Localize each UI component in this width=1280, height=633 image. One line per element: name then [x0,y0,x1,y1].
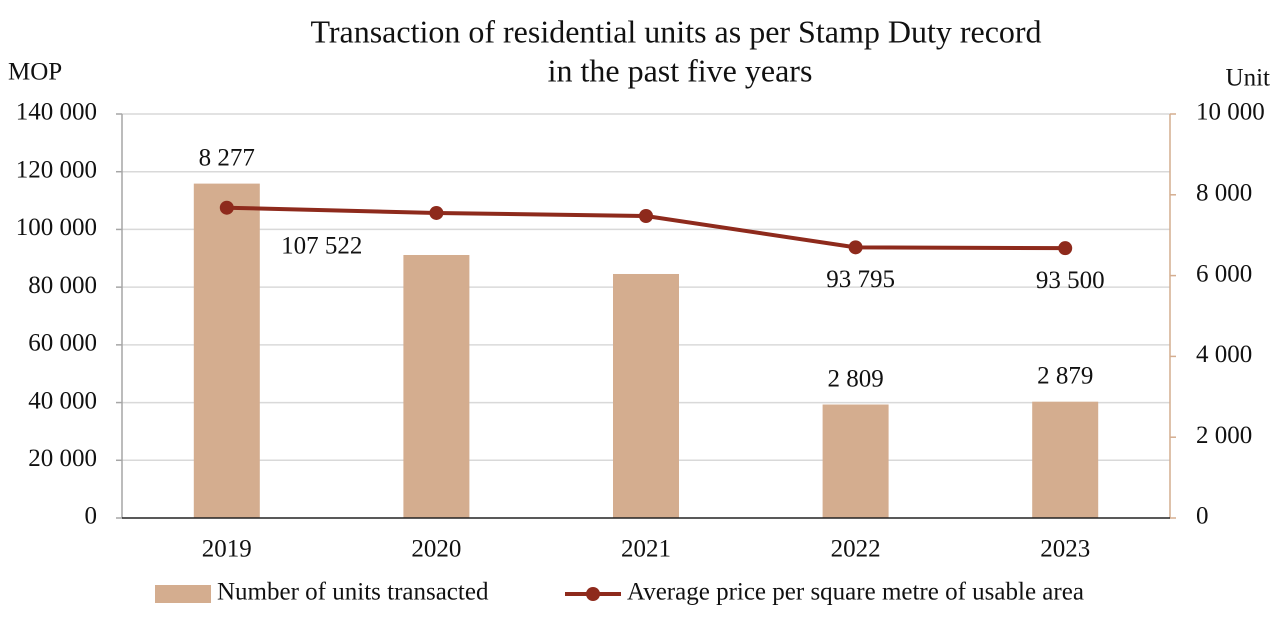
y2-tick-label: 4 000 [1196,341,1252,368]
bar [403,254,470,518]
bar [822,404,889,518]
chart-title: in the past five years [548,52,813,88]
x-tick-label: 2021 [621,536,671,563]
y2-tick-label: 0 [1196,503,1209,530]
line-point [848,240,863,255]
line-point [1058,241,1073,256]
y-tick-label: 60 000 [28,330,97,357]
value-label: 93 795 [826,266,895,293]
y2-tick-label: 8 000 [1196,180,1252,207]
legend-label: Average price per square metre of usable… [627,579,1084,606]
y-tick-label: 100 000 [16,214,97,241]
y2-tick-label: 6 000 [1196,260,1252,287]
line-point [219,200,234,215]
value-label: 93 500 [1036,267,1105,294]
y2-tick-label: 10 000 [1196,99,1265,126]
y-tick-label: 40 000 [28,387,97,414]
y-axis-label: MOP [8,59,62,86]
bar [193,183,260,519]
x-tick-label: 2020 [411,536,461,563]
legend-label: Number of units transacted [217,579,489,606]
value-label: 8 277 [199,144,255,171]
line-point [429,205,444,220]
value-label: 2 879 [1037,362,1093,389]
y2-axis-label: Unit [1226,65,1271,92]
chart-title: Transaction of residential units as per … [310,13,1041,49]
y-tick-label: 80 000 [28,272,97,299]
y-tick-label: 120 000 [16,156,97,183]
legend-swatch [586,587,600,601]
x-tick-label: 2022 [831,536,881,563]
legend-swatch [155,585,211,603]
bar [613,273,679,518]
y-tick-label: 20 000 [28,445,97,472]
x-tick-label: 2019 [202,536,252,563]
y-tick-label: 0 [85,503,98,530]
value-label: 2 809 [827,365,883,392]
line-point [639,209,653,224]
x-tick-label: 2023 [1040,536,1090,563]
value-label: 107 522 [281,232,362,259]
y2-tick-label: 2 000 [1196,422,1252,449]
y-tick-label: 140 000 [16,99,97,126]
bar [1032,401,1099,518]
